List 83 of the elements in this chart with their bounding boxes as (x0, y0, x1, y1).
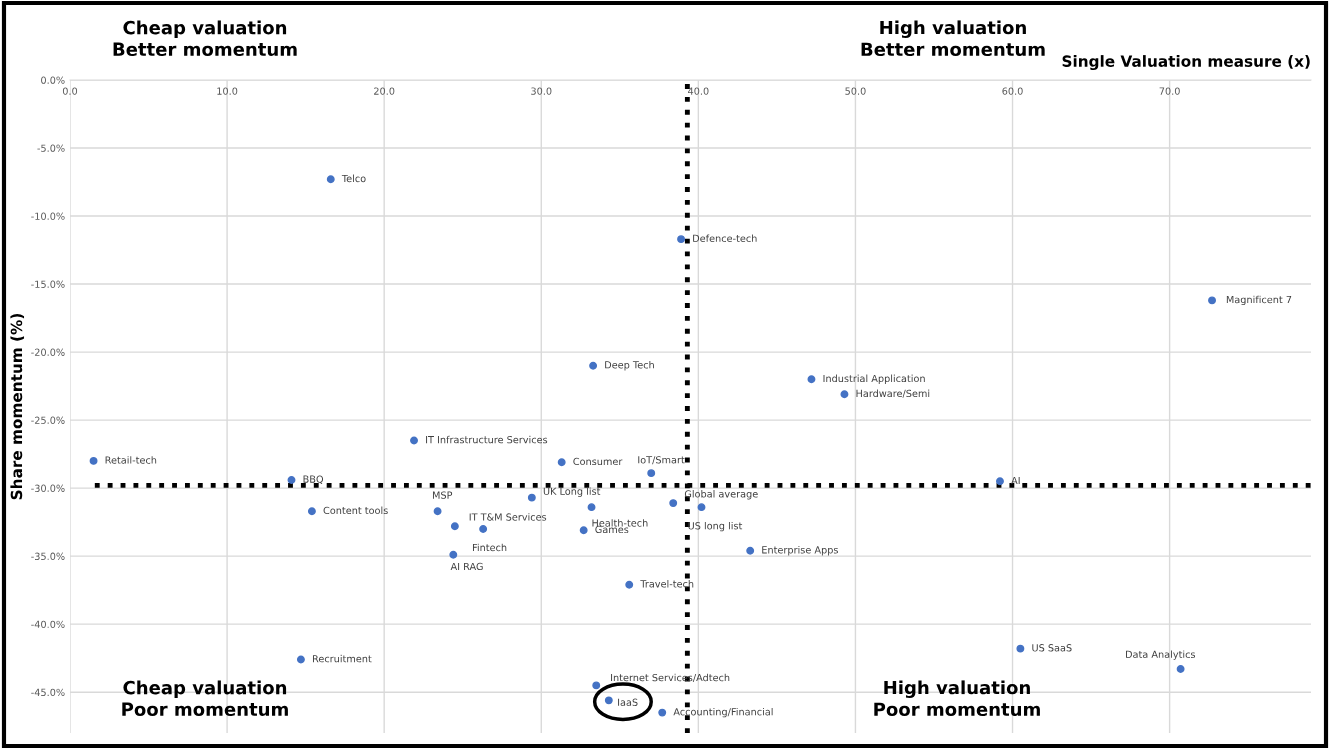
point (647, 469, 656, 478)
point (450, 522, 459, 531)
point (604, 696, 613, 705)
y-tick-label: -20.0% (31, 348, 65, 356)
data-label: Recruitment (312, 654, 372, 663)
y-axis-title: Share momentum (%) (10, 313, 25, 500)
data-label: Defence-tech (693, 234, 757, 242)
point (326, 175, 335, 184)
point (746, 546, 755, 555)
data-label: Hardware/Semi (856, 389, 930, 398)
point (410, 436, 418, 445)
data-label: Fintech (472, 543, 507, 552)
data-label: MSP (432, 491, 453, 499)
y-tick-label: -25.0% (31, 416, 65, 424)
point (587, 503, 596, 512)
data-label: Travel-tech (640, 580, 694, 588)
point (840, 390, 849, 399)
point (307, 507, 316, 516)
data-label: Global average (684, 490, 758, 500)
data-label: AI (1011, 476, 1020, 485)
text: Cheap valuation Better momentum (113, 20, 297, 57)
x-tick-label: 0.0 (62, 87, 78, 95)
point (527, 493, 536, 502)
x-tick-label: 30.0 (531, 87, 552, 95)
point (449, 550, 458, 559)
x-axis-title: Single Valuation measure (x) (1062, 55, 1310, 70)
data-label: BBQ (303, 475, 324, 484)
point (996, 477, 1004, 486)
point (669, 499, 678, 508)
data-label: Magnificent 7 (1226, 295, 1292, 306)
data-label: US long list (688, 521, 743, 532)
point (479, 524, 488, 533)
data-label: Enterprise Apps (762, 546, 838, 556)
x-tick-label: 20.0 (374, 87, 395, 95)
y-tick-label: -35.0% (31, 552, 65, 560)
y-tick-label: -30.0% (31, 484, 65, 492)
y-tick-label: -15.0% (31, 280, 65, 288)
y-tick-label: -10.0% (31, 212, 65, 220)
point (807, 375, 816, 384)
point (592, 681, 601, 690)
x-tick-label: 50.0 (845, 87, 866, 95)
text: High valuation Better momentum (861, 20, 1045, 57)
y-tick-label: -45.0% (31, 688, 65, 697)
point (1208, 296, 1216, 305)
data-label: IoT/Smart (638, 456, 685, 465)
point (557, 458, 566, 467)
point (579, 526, 588, 535)
x-tick-label: 10.0 (217, 87, 238, 95)
data-label: Data Analytics (1126, 650, 1196, 660)
data-label: Retail-tech (105, 456, 157, 464)
y-tick-label: -40.0% (31, 620, 65, 628)
point (677, 235, 686, 244)
y-tick-label: 0.0% (41, 76, 65, 84)
data-label: Industrial Application (823, 374, 925, 384)
annotation: High valuation Poor momentum (874, 680, 1040, 717)
point (658, 708, 667, 717)
point (589, 361, 598, 370)
x-tick-label: 60.0 (1002, 87, 1023, 95)
data-label: IT Infrastructure Services (426, 435, 548, 444)
data-label: Content tools (323, 506, 388, 515)
x-tick-label: 70.0 (1159, 87, 1180, 95)
point (1016, 644, 1025, 653)
data-label: UK Long list (543, 487, 601, 497)
data-label: Consumer (573, 457, 623, 466)
point (625, 580, 634, 589)
data-label: AI RAG (450, 562, 483, 571)
data-label: Deep Tech (605, 360, 654, 371)
point (296, 655, 305, 664)
data-label: IaaS (618, 698, 638, 706)
data-label: Games (595, 525, 629, 534)
point (1176, 665, 1185, 674)
data-label: Health-tech (592, 519, 648, 527)
y-tick-label: -5.0% (37, 144, 65, 152)
point (697, 503, 706, 512)
point (287, 476, 296, 484)
x-tick-label: 40.0 (688, 87, 709, 95)
data-label: Telco (341, 174, 366, 183)
annotation: Cheap valuation Poor momentum (122, 680, 288, 717)
point (89, 456, 98, 465)
data-label: US SaaS (1032, 644, 1072, 652)
point (433, 507, 442, 516)
data-label: IT T&M Services (469, 513, 547, 521)
data-label: Accounting/Financial (673, 707, 773, 718)
